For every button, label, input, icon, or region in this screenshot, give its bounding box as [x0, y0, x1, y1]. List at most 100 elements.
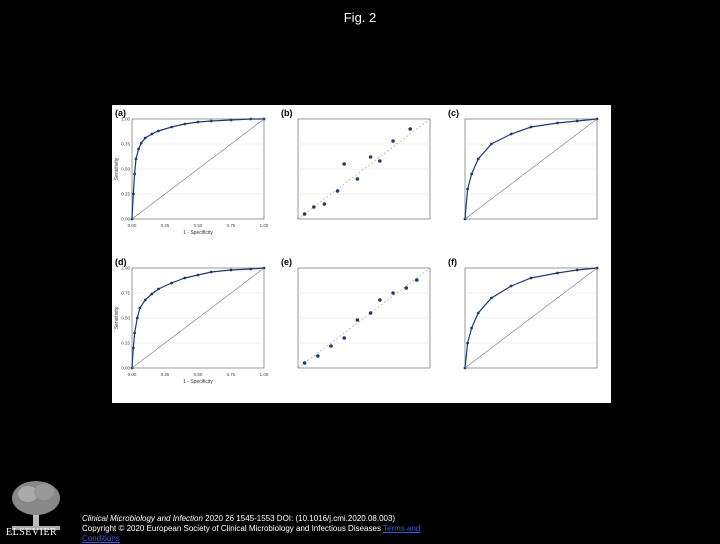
panel-b-chart — [297, 118, 431, 220]
curve-line — [131, 118, 264, 220]
panel-f: (f) — [445, 254, 611, 403]
curve-point — [157, 129, 160, 133]
scatter-point — [404, 286, 409, 290]
scatter-point — [415, 278, 419, 282]
x-tick-label: 0.00 — [128, 223, 137, 228]
citation-footer: Clinical Microbiology and Infection 2020… — [82, 514, 502, 544]
curve-point — [490, 142, 493, 146]
curve-point — [137, 147, 140, 151]
curve-point — [575, 119, 579, 123]
elsevier-tree-logo — [12, 481, 60, 530]
curve-point — [470, 172, 473, 176]
scatter-point — [342, 162, 346, 166]
curve-point — [143, 136, 147, 140]
x-tick-label: 1.00 — [260, 223, 269, 228]
panel-d-chart: 0.00 0.25 0.50 0.75 1.00 0.00 0.25 0.50 0.75 1.00… — [114, 266, 269, 386]
reference-line — [464, 267, 598, 369]
curve-point — [209, 270, 213, 274]
scatter-point — [329, 344, 333, 348]
curve-point — [196, 273, 200, 277]
curve-point — [183, 122, 187, 126]
panel-c-label: (c) — [448, 108, 459, 118]
curve-point — [490, 296, 493, 300]
curve-point — [196, 120, 200, 124]
x-tick-label: 0.75 — [227, 223, 236, 228]
scatter-point — [391, 291, 395, 295]
y-tick-label: 0.25 — [121, 341, 130, 346]
curve-point — [575, 268, 579, 272]
curve-point — [529, 276, 533, 280]
x-tick-label: 1.00 — [260, 372, 269, 377]
x-tick-label: 0.75 — [227, 372, 236, 377]
curve-point — [509, 132, 513, 136]
scatter-point — [368, 155, 373, 159]
x-tick-label: 0.25 — [161, 372, 170, 377]
curve-point — [133, 331, 137, 335]
scatter-point — [391, 139, 395, 143]
elsevier-wordmark: ELSEVIER — [6, 527, 58, 538]
curve-point — [138, 306, 142, 310]
curve-point — [143, 298, 147, 302]
figure-title: Fig. 2 — [343, 10, 377, 25]
curve-point — [139, 141, 143, 145]
curve-point — [131, 192, 135, 196]
reference-line — [131, 267, 265, 369]
curve-point — [229, 118, 233, 122]
scatter-point — [355, 318, 360, 322]
y-tick-label: 0.50 — [121, 316, 130, 321]
scatter-point — [342, 336, 346, 340]
scatter-point — [378, 298, 382, 302]
curve-point — [135, 316, 139, 320]
panel-e: (e) — [278, 254, 444, 403]
scatter-point — [355, 177, 360, 181]
x-axis-label: 1 - Specificity — [183, 379, 213, 385]
curve-point — [157, 287, 160, 291]
x-tick-label: 0.50 — [194, 223, 203, 228]
scatter-point — [335, 189, 340, 193]
panel-c: (c) — [445, 105, 611, 254]
panel-b: (b) — [278, 105, 444, 254]
curve-point — [134, 157, 138, 161]
y-tick-label: 0.75 — [121, 142, 130, 147]
curve-point — [556, 121, 559, 125]
curve-point — [133, 172, 137, 176]
panel-d-label: (d) — [115, 257, 127, 267]
panel-b-label: (b) — [281, 108, 293, 118]
x-tick-label: 0.00 — [128, 372, 137, 377]
x-axis-label: 1 - Specificity — [183, 230, 213, 236]
citation-text: 2020 26 1545-1553 DOI: (10.1016/j.cmi.20… — [202, 514, 396, 523]
y-tick-label: 0.25 — [121, 192, 130, 197]
y-axis-label: Sensitivity — [114, 306, 120, 329]
curve-point — [249, 117, 253, 121]
panel-f-chart — [463, 266, 599, 370]
curve-point — [229, 268, 233, 272]
reference-line — [464, 118, 598, 220]
scatter-point — [316, 354, 320, 358]
panel-e-chart — [297, 267, 431, 369]
curve-point — [170, 125, 173, 129]
terms-link[interactable]: Terms and — [383, 524, 421, 533]
panel-d: 0.00 0.25 0.50 0.75 1.00 0.00 0.25 0.50 0.75 1.00… — [112, 254, 278, 403]
y-tick-label: 0.00 — [121, 217, 130, 222]
panel-e-label: (e) — [281, 257, 292, 267]
curve-line — [464, 118, 598, 220]
curve-point — [466, 187, 470, 191]
scatter-point — [322, 202, 327, 206]
scatter-point — [408, 127, 412, 131]
curve-point — [470, 326, 473, 330]
curve-point — [249, 267, 253, 271]
reference-line — [131, 118, 265, 220]
conditions-link[interactable]: Conditions — [82, 534, 120, 543]
curve-point — [209, 119, 213, 123]
y-tick-label: 1.00 — [121, 266, 130, 271]
panel-a: 0.00 0.25 0.50 0.75 1.00 0.00 0.25 0.50 0.75 1.00… — [112, 105, 278, 254]
curve-point — [556, 271, 559, 275]
scatter-point — [312, 205, 316, 209]
curve-point — [476, 157, 480, 161]
curve-point — [509, 284, 513, 288]
y-tick-label: 0.75 — [121, 291, 130, 296]
curve-line — [464, 267, 598, 369]
curve-point — [476, 311, 480, 315]
y-tick-label: 0.00 — [121, 366, 130, 371]
copyright-text: Copyright © 2020 European Society of Cli… — [82, 524, 381, 533]
